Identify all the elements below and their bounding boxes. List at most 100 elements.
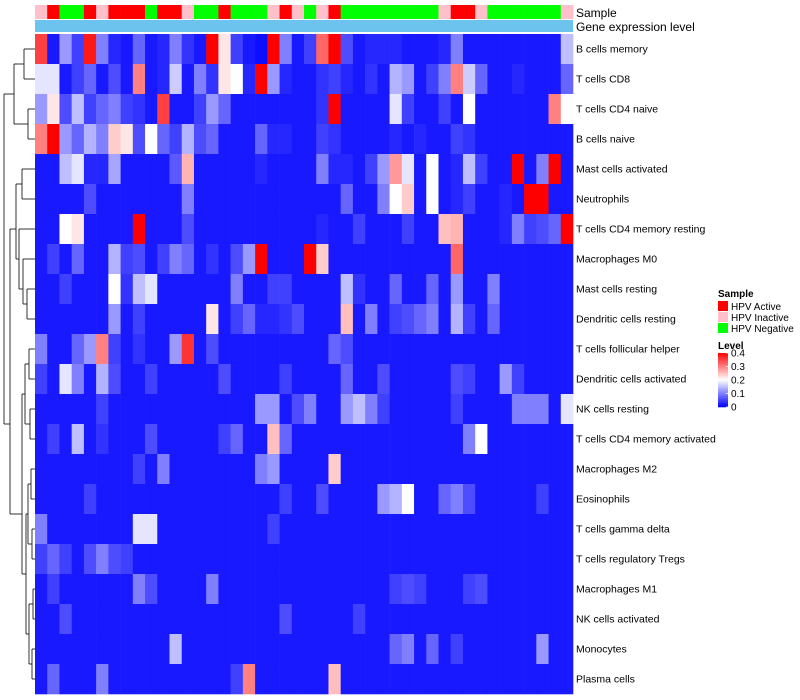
heatmap-cell bbox=[548, 64, 562, 95]
heatmap-cell bbox=[83, 64, 97, 95]
level-colorbar-segment bbox=[718, 380, 728, 382]
heatmap-cell bbox=[536, 274, 549, 305]
heatmap-cell bbox=[96, 604, 109, 635]
heatmap-cell bbox=[304, 604, 317, 635]
heatmap-cell bbox=[352, 484, 366, 515]
heatmap-cell bbox=[35, 214, 48, 245]
heatmap-cell bbox=[242, 604, 256, 635]
heatmap-cell bbox=[47, 334, 60, 365]
heatmap-cell bbox=[340, 364, 354, 395]
heatmap-cell bbox=[132, 94, 146, 125]
heatmap-cell bbox=[132, 124, 146, 155]
heatmap-cell bbox=[389, 244, 403, 275]
level-colorbar-segment bbox=[718, 386, 728, 389]
heatmap-cell bbox=[536, 364, 549, 395]
heatmap-cell bbox=[475, 394, 488, 425]
heatmap-cell bbox=[389, 664, 403, 695]
row-label: B cells memory bbox=[576, 44, 649, 56]
heatmap-cell bbox=[242, 124, 256, 155]
heatmap-cell bbox=[157, 514, 170, 545]
heatmap-cell bbox=[291, 454, 305, 485]
heatmap-cell bbox=[59, 574, 72, 605]
heatmap-cell bbox=[267, 34, 280, 65]
heatmap-cell bbox=[157, 214, 170, 245]
heatmap-cell bbox=[96, 544, 109, 575]
heatmap-cell bbox=[328, 64, 341, 95]
heatmap-cell bbox=[230, 574, 244, 605]
sample-annotation-cell bbox=[132, 5, 146, 19]
row-label: Macrophages M2 bbox=[576, 464, 657, 476]
heatmap-cell bbox=[536, 514, 549, 545]
heatmap-cell bbox=[96, 424, 109, 455]
heatmap-cell bbox=[157, 424, 170, 455]
heatmap-cell bbox=[365, 484, 378, 515]
heatmap-cell bbox=[462, 94, 476, 125]
heatmap-cell bbox=[401, 454, 415, 485]
heatmap-cell bbox=[340, 634, 354, 665]
heatmap-cell bbox=[242, 544, 256, 575]
heatmap-cell bbox=[438, 334, 452, 365]
level-tick-label: 0.1 bbox=[731, 389, 745, 400]
heatmap-cell bbox=[120, 64, 134, 95]
heatmap-cell bbox=[242, 634, 256, 665]
heatmap-cell bbox=[328, 454, 341, 485]
heatmap-cell bbox=[304, 184, 317, 215]
level-colorbar-segment bbox=[718, 393, 728, 396]
heatmap-cell bbox=[560, 634, 574, 665]
row-label: T cells regulatory Tregs bbox=[576, 554, 685, 566]
row-label: Dendritic cells activated bbox=[576, 374, 686, 386]
heatmap-cell bbox=[316, 184, 329, 215]
heatmap-cell bbox=[108, 424, 121, 455]
heatmap-cell bbox=[377, 664, 390, 695]
sample-annotation-cell bbox=[560, 5, 574, 19]
heatmap-cell bbox=[218, 514, 231, 545]
level-colorbar-segment bbox=[718, 373, 728, 375]
heatmap-cell bbox=[377, 34, 390, 65]
heatmap-cell bbox=[401, 154, 415, 185]
heatmap-cell bbox=[108, 544, 121, 575]
heatmap-cell bbox=[96, 64, 109, 95]
heatmap-cell bbox=[108, 274, 121, 305]
heatmap-cell bbox=[401, 124, 415, 155]
heatmap-cell bbox=[71, 214, 85, 245]
heatmap-cell bbox=[511, 34, 525, 65]
heatmap-cell bbox=[35, 274, 48, 305]
heatmap-cell bbox=[291, 574, 305, 605]
heatmap-cell bbox=[365, 304, 378, 335]
heatmap-cell bbox=[218, 124, 231, 155]
heatmap-cell bbox=[169, 484, 183, 515]
level-colorbar-segment bbox=[718, 400, 728, 402]
row-label: Macrophages M0 bbox=[576, 254, 657, 266]
heatmap-cell bbox=[340, 424, 354, 455]
heatmap-cell bbox=[304, 664, 317, 695]
heatmap-cell bbox=[71, 184, 85, 215]
heatmap-cell bbox=[401, 94, 415, 125]
heatmap-cell bbox=[47, 64, 60, 95]
heatmap-cell bbox=[218, 364, 231, 395]
heatmap-cell bbox=[193, 334, 207, 365]
heatmap-cell bbox=[377, 484, 390, 515]
heatmap-cell bbox=[157, 364, 170, 395]
heatmap-cell bbox=[47, 424, 60, 455]
heatmap-cell bbox=[560, 64, 574, 95]
heatmap-cell bbox=[499, 574, 513, 605]
heatmap-cell bbox=[193, 664, 207, 695]
heatmap-cell bbox=[132, 424, 146, 455]
heatmap-cell bbox=[47, 364, 60, 395]
heatmap-cell bbox=[255, 304, 268, 335]
heatmap-cell bbox=[475, 514, 488, 545]
heatmap-cell bbox=[524, 64, 537, 95]
heatmap-cell bbox=[438, 184, 452, 215]
heatmap-cell bbox=[181, 274, 195, 305]
heatmap-cell bbox=[242, 394, 256, 425]
heatmap-cell bbox=[340, 334, 354, 365]
heatmap-cell bbox=[291, 334, 305, 365]
heatmap-cell bbox=[462, 274, 476, 305]
heatmap-cell bbox=[206, 424, 219, 455]
heatmap-cell bbox=[83, 454, 97, 485]
heatmap-cell bbox=[255, 574, 268, 605]
heatmap-cell bbox=[328, 94, 341, 125]
heatmap-cell bbox=[71, 454, 85, 485]
heatmap-cell bbox=[132, 34, 146, 65]
heatmap-cell bbox=[83, 664, 97, 695]
